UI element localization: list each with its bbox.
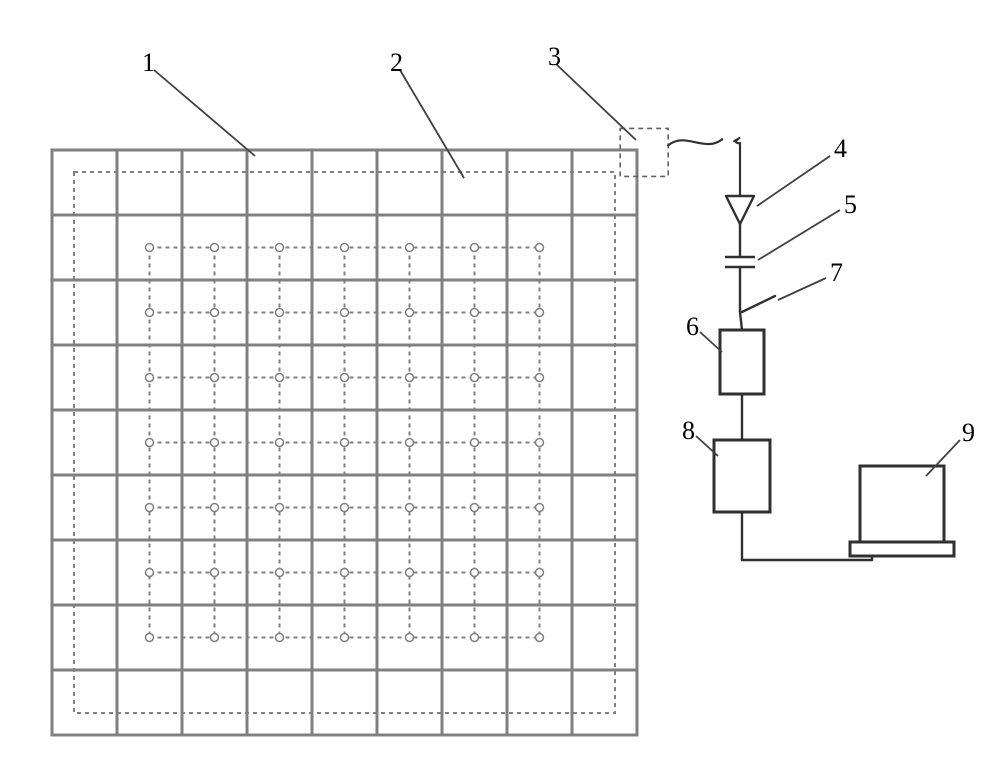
label-7: 7 bbox=[830, 258, 843, 288]
label-8: 8 bbox=[682, 416, 695, 446]
label-5: 5 bbox=[844, 190, 857, 220]
diagram-canvas: 1 2 3 4 5 6 7 8 9 bbox=[0, 0, 1000, 757]
label-1: 1 bbox=[142, 48, 155, 78]
wires-group bbox=[740, 224, 872, 560]
diagram-svg bbox=[0, 0, 1000, 757]
label-2: 2 bbox=[390, 48, 403, 78]
components-group bbox=[714, 196, 954, 556]
label-3: 3 bbox=[548, 42, 561, 72]
label-9: 9 bbox=[962, 418, 975, 448]
label-6: 6 bbox=[686, 312, 699, 342]
label-4: 4 bbox=[834, 134, 847, 164]
